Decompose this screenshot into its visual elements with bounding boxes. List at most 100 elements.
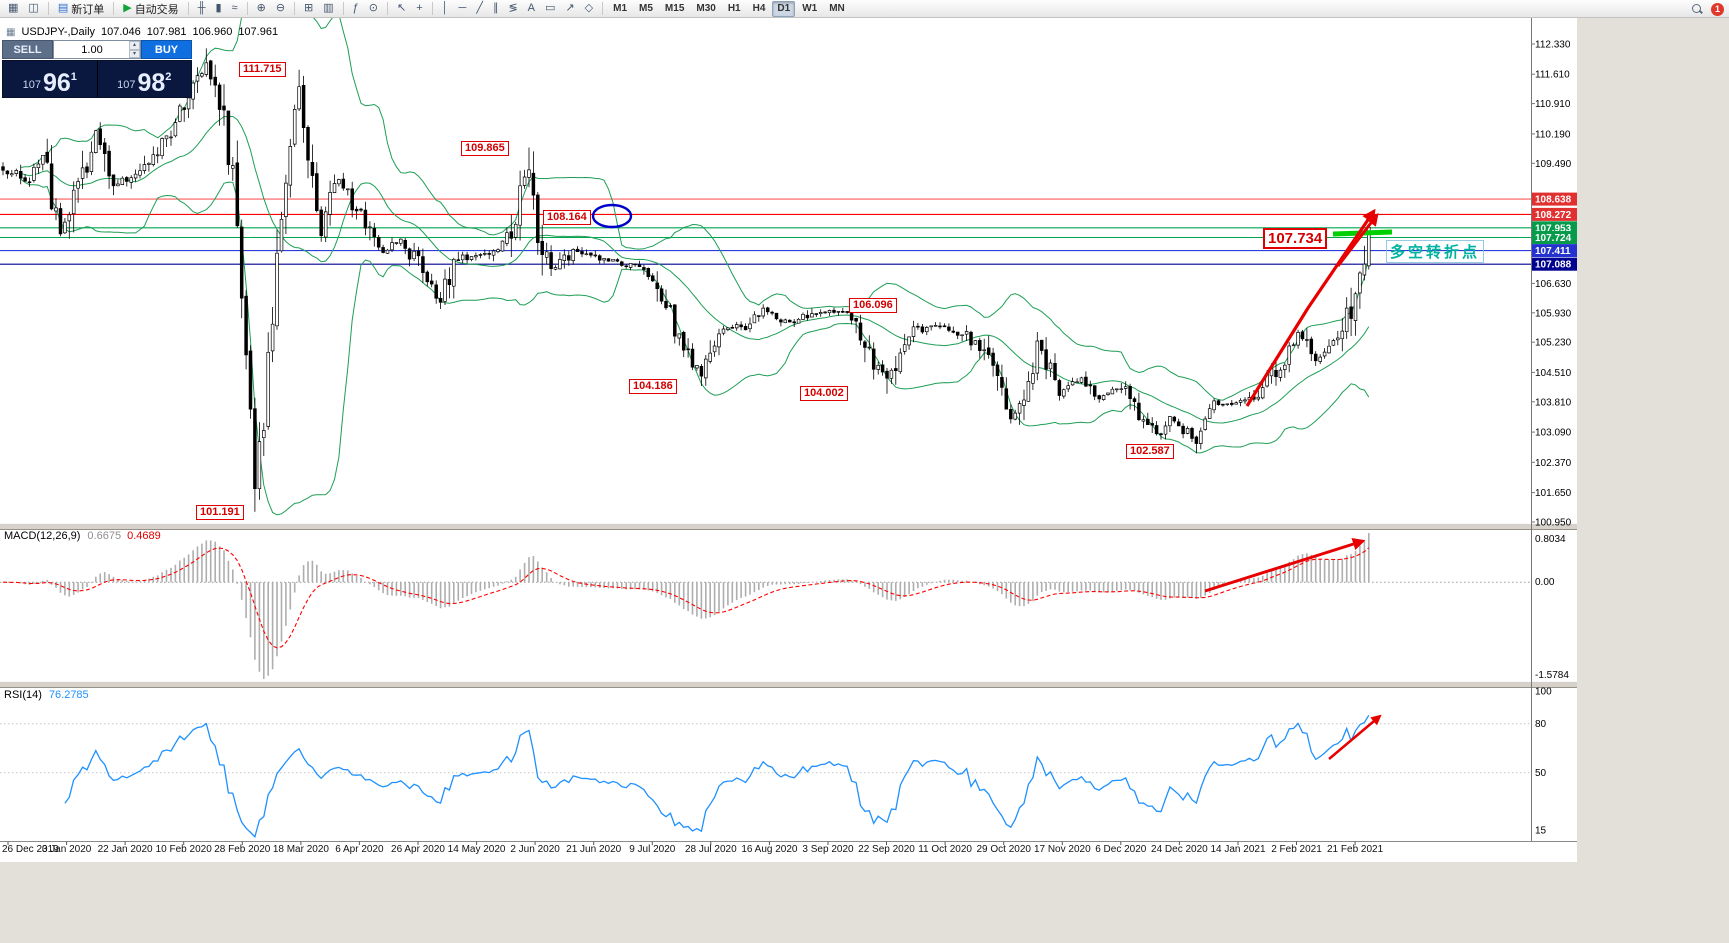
svg-text:22 Jan 2020: 22 Jan 2020 [98, 844, 153, 855]
svg-text:2 Feb 2021: 2 Feb 2021 [1271, 844, 1322, 855]
indicators-icon[interactable]: ƒ [349, 1, 363, 17]
symbol-title: USDJPY-,Daily [21, 26, 96, 38]
price-label[interactable]: 108.164 [543, 210, 591, 225]
svg-text:101.650: 101.650 [1535, 488, 1572, 499]
svg-text:6 Apr 2020: 6 Apr 2020 [335, 844, 384, 855]
chart-icon: ▦ [6, 26, 16, 38]
trendline-icon[interactable]: ╱ [472, 1, 487, 17]
price-label[interactable]: 102.587 [1126, 444, 1174, 459]
svg-text:108.272: 108.272 [1535, 210, 1572, 221]
crosshair-icon[interactable]: + [412, 1, 426, 17]
toolbar-separator [47, 2, 49, 15]
timeframe-h4[interactable]: H4 [748, 1, 771, 17]
line-chart-icon[interactable]: ≈ [228, 1, 242, 17]
svg-text:103.090: 103.090 [1535, 428, 1572, 439]
svg-text:2 Jun 2020: 2 Jun 2020 [510, 844, 560, 855]
toolbar-separator [187, 2, 189, 15]
timeframe-w1[interactable]: W1 [797, 1, 822, 17]
svg-text:6 Dec 2020: 6 Dec 2020 [1095, 844, 1147, 855]
svg-text:-1.5784: -1.5784 [1535, 670, 1569, 681]
price-label[interactable]: 106.096 [849, 298, 897, 313]
svg-text:22 Sep 2020: 22 Sep 2020 [858, 844, 915, 855]
text-tool-icon[interactable]: A [524, 1, 539, 17]
svg-text:80: 80 [1535, 719, 1547, 730]
sell-button[interactable]: SELL [2, 40, 53, 59]
bar-chart-icon[interactable]: ╫ [194, 1, 210, 17]
ask-price-button[interactable]: 107 98 2 [96, 61, 192, 97]
chart-window-icon[interactable]: ▦ [4, 1, 22, 17]
timeframe-h1[interactable]: H1 [723, 1, 746, 17]
timeframe-d1[interactable]: D1 [772, 0, 796, 17]
candles-layer [1, 48, 1371, 512]
tile-windows-icon[interactable]: ⊞ [300, 1, 317, 17]
price-label[interactable]: 101.191 [196, 505, 244, 520]
volume-input[interactable] [54, 41, 140, 58]
toolbar-separator [246, 2, 248, 15]
candlestick-chart-icon[interactable]: ▮ [211, 1, 225, 17]
volume-increase-button[interactable]: ▴ [129, 41, 140, 50]
volume-spinner: ▴ ▾ [129, 41, 140, 58]
svg-text:103.810: 103.810 [1535, 397, 1572, 408]
svg-text:14 May 2020: 14 May 2020 [448, 844, 506, 855]
svg-text:108.638: 108.638 [1535, 195, 1572, 206]
svg-text:102.370: 102.370 [1535, 458, 1572, 469]
turning-point-annotation[interactable]: 多空转折点 [1386, 240, 1485, 263]
timeframe-m30[interactable]: M30 [691, 1, 720, 17]
vertical-line-icon[interactable]: │ [438, 1, 453, 17]
svg-text:106.630: 106.630 [1535, 279, 1572, 290]
svg-text:50: 50 [1535, 768, 1547, 779]
svg-text:112.330: 112.330 [1535, 40, 1571, 51]
trend-arrows[interactable] [1204, 208, 1382, 760]
fibonacci-icon[interactable]: ≶ [504, 1, 521, 17]
autotrading-button[interactable]: ▶ 自动交易 [119, 1, 182, 17]
notification-badge[interactable]: 1 [1711, 2, 1724, 16]
svg-text:105.930: 105.930 [1535, 308, 1572, 319]
svg-text:24 Dec 2020: 24 Dec 2020 [1151, 844, 1208, 855]
ohlc-close: 107.961 [238, 26, 279, 38]
svg-text:104.510: 104.510 [1535, 368, 1572, 379]
new-order-button[interactable]: ▤ 新订单 [54, 1, 108, 17]
search-icon[interactable] [1690, 2, 1704, 16]
price-label[interactable]: 104.186 [629, 379, 677, 394]
svg-text:14 Jan 2021: 14 Jan 2021 [1210, 844, 1265, 855]
buy-button[interactable]: BUY [141, 40, 192, 59]
svg-text:18 Mar 2020: 18 Mar 2020 [273, 844, 330, 855]
svg-text:3 Sep 2020: 3 Sep 2020 [802, 844, 854, 855]
zoom-in-icon[interactable]: ⊕ [253, 1, 270, 17]
volume-decrease-button[interactable]: ▾ [129, 49, 140, 58]
periods-icon[interactable]: ⊙ [365, 1, 382, 17]
shapes-icon[interactable]: ◇ [581, 1, 597, 17]
price-label[interactable]: 107.734 [1263, 228, 1328, 249]
macd-signal-line [2, 547, 1370, 649]
horizontal-line-icon[interactable]: ─ [455, 1, 471, 17]
symbol-info: ▦ USDJPY-,Daily 107.046 107.981 106.960 … [6, 26, 278, 38]
label-tool-icon[interactable]: ▭ [541, 1, 559, 17]
price-label[interactable]: 111.715 [239, 62, 286, 77]
macd-header: MACD(12,26,9) 0.6675 0.4689 [4, 530, 161, 542]
svg-text:28 Feb 2020: 28 Feb 2020 [214, 844, 271, 855]
price-label[interactable]: 104.002 [800, 386, 848, 401]
svg-text:100: 100 [1535, 687, 1552, 698]
timeframe-mn[interactable]: MN [824, 1, 850, 17]
highlight-ellipse[interactable] [591, 203, 633, 229]
price-axis[interactable]: 112.330 111.610 110.910 110.190 109.490 106.6… [1531, 40, 1577, 837]
svg-text:105.230: 105.230 [1535, 338, 1572, 349]
templates-icon[interactable]: ▥ [319, 1, 337, 17]
channel-icon[interactable]: ∥ [489, 1, 503, 17]
timeframe-m1[interactable]: M1 [608, 1, 632, 17]
cursor-icon[interactable]: ↖ [393, 1, 410, 17]
svg-text:107.724: 107.724 [1535, 233, 1572, 244]
timeframe-m15[interactable]: M15 [660, 1, 689, 17]
timeframe-m5[interactable]: M5 [634, 1, 658, 17]
zoom-out-icon[interactable]: ⊖ [272, 1, 289, 17]
bid-price-button[interactable]: 107 96 1 [22, 68, 77, 97]
arrow-tool-icon[interactable]: ↗ [561, 1, 578, 17]
price-label[interactable]: 109.865 [461, 141, 509, 156]
svg-text:15: 15 [1535, 825, 1547, 836]
svg-text:3 Jan 2020: 3 Jan 2020 [42, 844, 92, 855]
svg-text:26 Dec 2019: 26 Dec 2019 [2, 844, 59, 855]
profiles-icon[interactable]: ◫ [24, 1, 42, 17]
